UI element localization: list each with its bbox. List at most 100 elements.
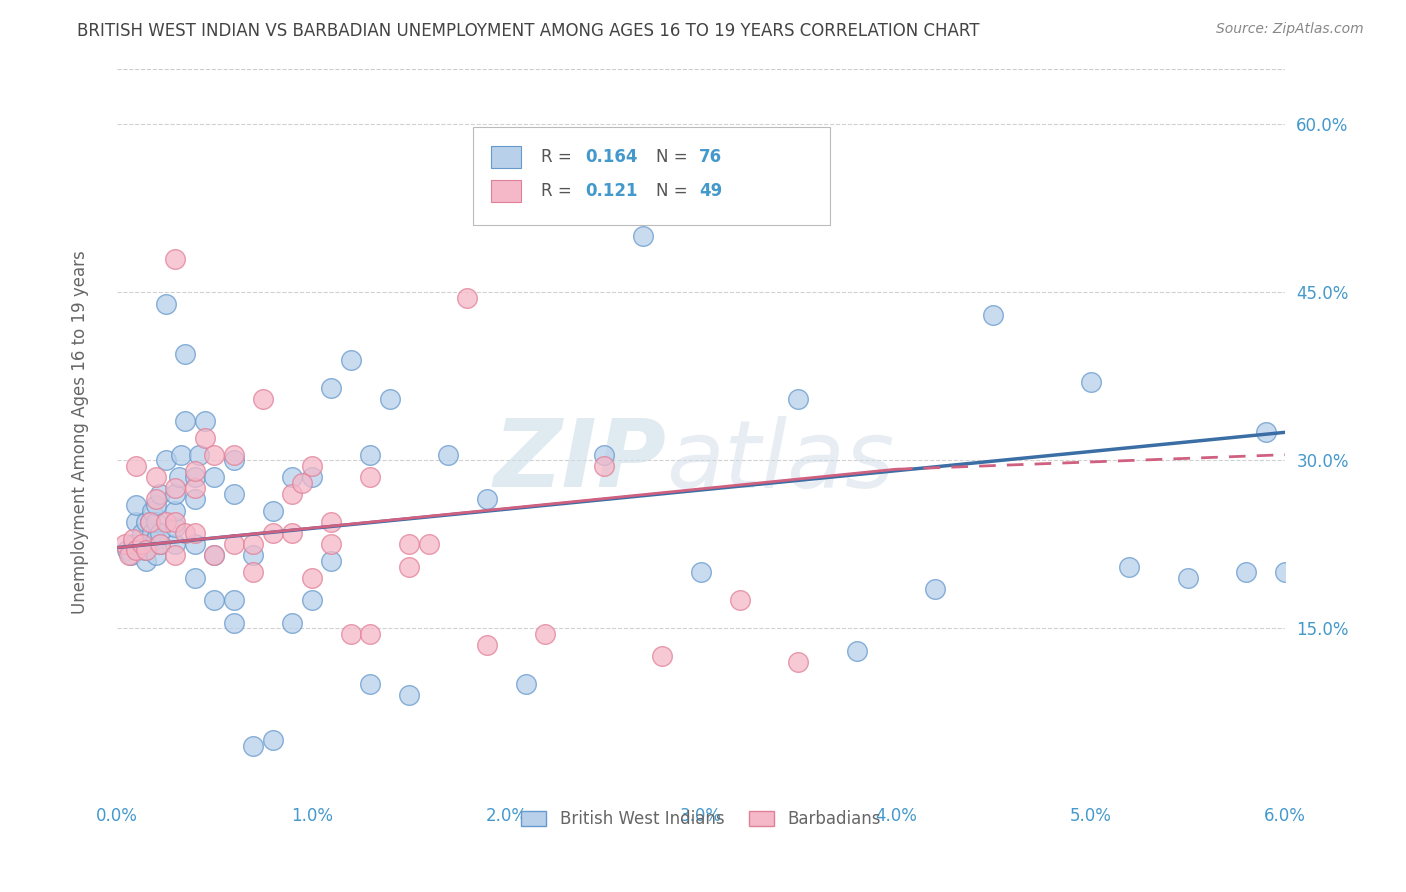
Point bbox=[321, 380, 343, 394]
Point bbox=[1118, 559, 1140, 574]
Legend: British West Indians, Barbadians: British West Indians, Barbadians bbox=[515, 804, 887, 835]
Point bbox=[359, 627, 381, 641]
Text: BRITISH WEST INDIAN VS BARBADIAN UNEMPLOYMENT AMONG AGES 16 TO 19 YEARS CORRELAT: BRITISH WEST INDIAN VS BARBADIAN UNEMPLO… bbox=[77, 22, 980, 40]
Point bbox=[202, 470, 225, 484]
Point bbox=[690, 566, 713, 580]
Point bbox=[121, 537, 143, 551]
Point bbox=[651, 649, 673, 664]
Point bbox=[252, 392, 274, 406]
Point bbox=[145, 498, 167, 512]
Point bbox=[359, 470, 381, 484]
Point bbox=[145, 515, 167, 529]
Point bbox=[135, 554, 157, 568]
Point bbox=[924, 582, 946, 596]
Point bbox=[155, 515, 177, 529]
Point bbox=[281, 615, 304, 630]
Point bbox=[165, 481, 187, 495]
Text: R =: R = bbox=[541, 182, 582, 200]
Point bbox=[155, 296, 177, 310]
Point bbox=[184, 537, 207, 551]
Point bbox=[149, 487, 172, 501]
Point bbox=[291, 475, 314, 490]
Point bbox=[475, 492, 498, 507]
Point bbox=[114, 537, 136, 551]
Point bbox=[281, 487, 304, 501]
Point bbox=[321, 554, 343, 568]
Point bbox=[515, 677, 537, 691]
Point bbox=[149, 537, 172, 551]
Point bbox=[728, 593, 751, 607]
Point bbox=[170, 448, 193, 462]
Point bbox=[165, 503, 187, 517]
Point bbox=[145, 470, 167, 484]
Point bbox=[398, 559, 420, 574]
Text: 76: 76 bbox=[699, 148, 721, 166]
Text: Source: ZipAtlas.com: Source: ZipAtlas.com bbox=[1216, 22, 1364, 37]
Point bbox=[145, 549, 167, 563]
Point bbox=[301, 458, 323, 473]
Point bbox=[149, 537, 172, 551]
Point bbox=[194, 414, 217, 428]
Point bbox=[242, 739, 264, 753]
Point bbox=[1274, 566, 1296, 580]
Point bbox=[184, 470, 207, 484]
Point bbox=[222, 448, 245, 462]
Point bbox=[145, 492, 167, 507]
Point bbox=[301, 571, 323, 585]
Point bbox=[321, 515, 343, 529]
Point bbox=[1177, 571, 1199, 585]
Point bbox=[301, 593, 323, 607]
Point bbox=[174, 414, 197, 428]
Point bbox=[262, 503, 284, 517]
Point bbox=[141, 526, 163, 541]
Point bbox=[202, 448, 225, 462]
Point bbox=[184, 465, 207, 479]
Point bbox=[169, 470, 191, 484]
Point bbox=[222, 593, 245, 607]
Text: R =: R = bbox=[541, 148, 576, 166]
Point bbox=[135, 542, 157, 557]
Point bbox=[845, 643, 868, 657]
Point bbox=[139, 537, 162, 551]
Point bbox=[125, 542, 148, 557]
Point bbox=[115, 542, 138, 557]
Point bbox=[981, 308, 1004, 322]
Point bbox=[135, 515, 157, 529]
Point bbox=[592, 448, 614, 462]
Point bbox=[222, 453, 245, 467]
Point bbox=[1234, 566, 1257, 580]
Point bbox=[202, 549, 225, 563]
Point bbox=[184, 481, 207, 495]
Point bbox=[149, 526, 172, 541]
Point bbox=[125, 458, 148, 473]
Point bbox=[242, 566, 264, 580]
Point bbox=[165, 515, 187, 529]
Point bbox=[339, 627, 361, 641]
Y-axis label: Unemployment Among Ages 16 to 19 years: Unemployment Among Ages 16 to 19 years bbox=[72, 251, 89, 615]
Point bbox=[139, 515, 162, 529]
Point bbox=[359, 677, 381, 691]
Point bbox=[222, 537, 245, 551]
FancyBboxPatch shape bbox=[474, 127, 830, 225]
Point bbox=[184, 526, 207, 541]
Point bbox=[125, 515, 148, 529]
Text: N =: N = bbox=[655, 148, 692, 166]
Point bbox=[1254, 425, 1277, 440]
Point bbox=[165, 487, 187, 501]
Point bbox=[202, 593, 225, 607]
Point bbox=[139, 515, 162, 529]
Point bbox=[184, 492, 207, 507]
Point bbox=[165, 520, 187, 534]
Point bbox=[321, 537, 343, 551]
Point bbox=[281, 470, 304, 484]
Point bbox=[592, 458, 614, 473]
Point bbox=[398, 537, 420, 551]
Point bbox=[131, 526, 153, 541]
Point bbox=[359, 448, 381, 462]
Point bbox=[155, 453, 177, 467]
Point bbox=[242, 549, 264, 563]
Point bbox=[187, 448, 209, 462]
Point bbox=[141, 503, 163, 517]
Point bbox=[262, 733, 284, 747]
Point bbox=[145, 532, 167, 546]
